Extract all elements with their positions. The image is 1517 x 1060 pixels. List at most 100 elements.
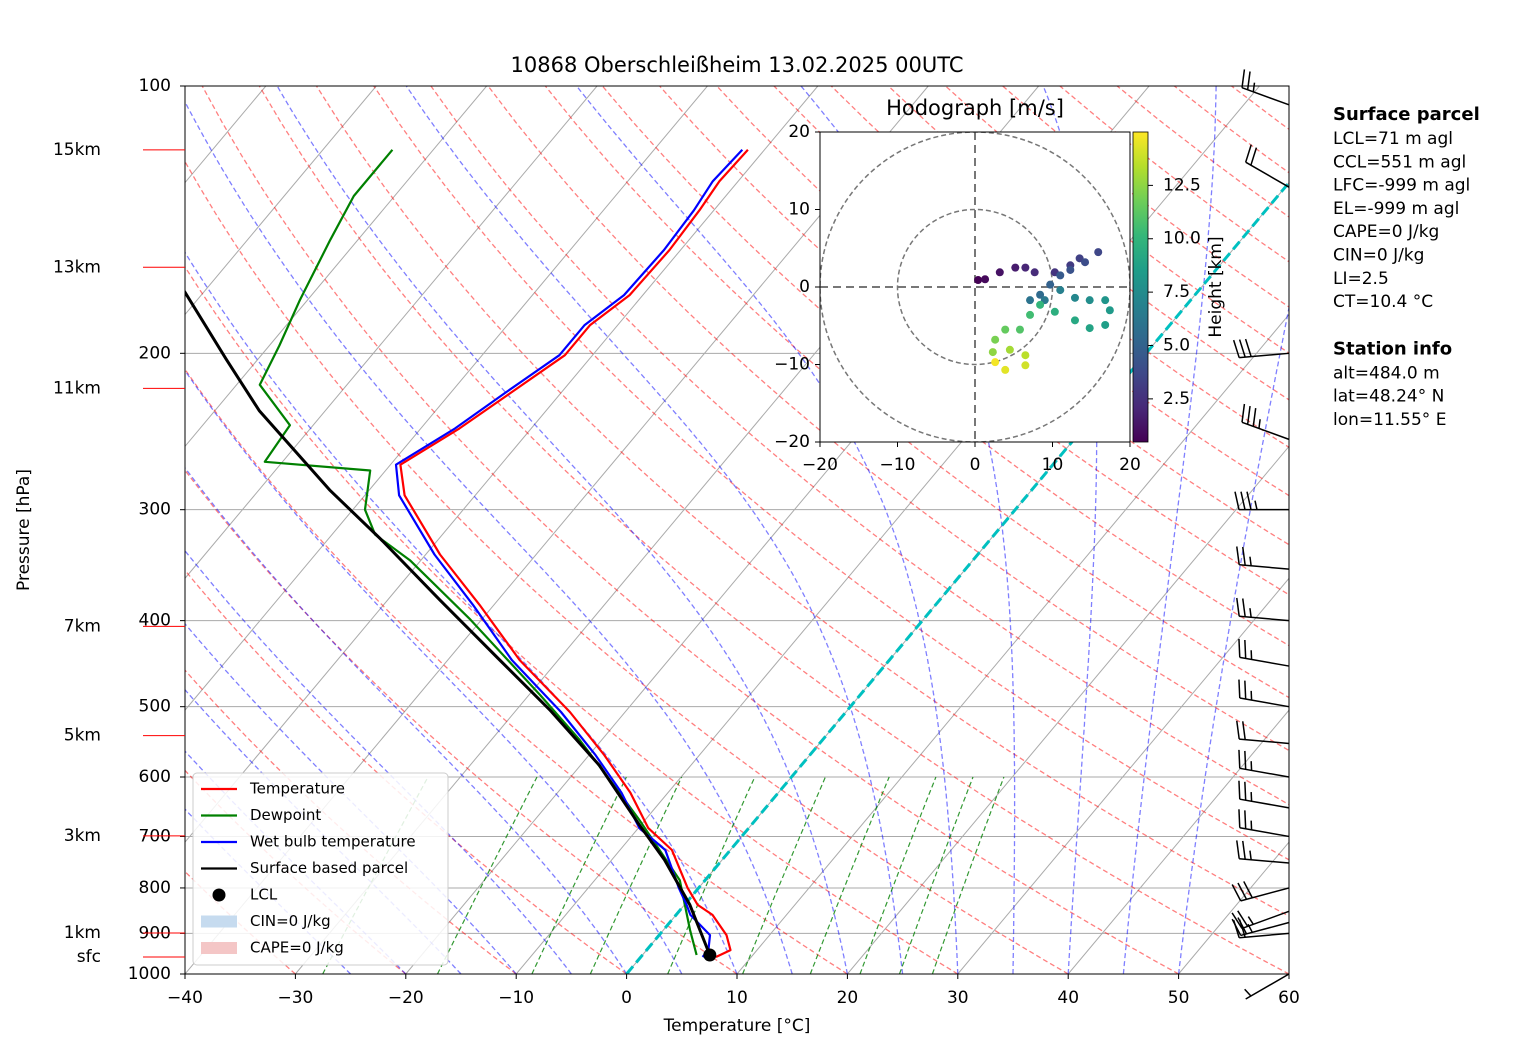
hodograph-point bbox=[1050, 307, 1059, 316]
hodograph-x-tick-label: 10 bbox=[1042, 455, 1064, 475]
info-line: CCL=551 m agl bbox=[1333, 152, 1466, 172]
dry-adiabat bbox=[185, 368, 848, 974]
barb-full bbox=[1244, 680, 1247, 700]
hodograph-x-tick-label: 20 bbox=[1119, 455, 1141, 475]
barb-full bbox=[1242, 546, 1246, 566]
mixing-ratio-line bbox=[898, 776, 974, 974]
barb-staff bbox=[1239, 352, 1290, 359]
info-line: LI=2.5 bbox=[1333, 269, 1389, 289]
dry-adiabat bbox=[258, 86, 1289, 974]
isotherm bbox=[185, 86, 488, 448]
moist-adiabat bbox=[185, 622, 517, 974]
barb-staff bbox=[1239, 827, 1290, 838]
hodograph-x-tick-label: 0 bbox=[970, 455, 981, 475]
barb-staff bbox=[1239, 656, 1290, 667]
isotherm bbox=[736, 313, 1289, 974]
legend-box bbox=[192, 772, 449, 966]
x-tick-label: 30 bbox=[947, 988, 969, 1008]
wind-barb bbox=[1234, 491, 1289, 511]
barb-half bbox=[1247, 923, 1253, 933]
isotherm bbox=[1067, 709, 1289, 974]
hodograph-point bbox=[1101, 296, 1110, 305]
mixing-ratio-line bbox=[931, 776, 1005, 974]
colorbar bbox=[1132, 131, 1149, 443]
barb-full bbox=[1236, 720, 1240, 740]
colorbar-tick-label: 12.5 bbox=[1163, 175, 1201, 195]
mixing-ratio-line bbox=[742, 776, 826, 974]
barb-full bbox=[1241, 403, 1246, 423]
barb-full bbox=[1236, 840, 1240, 859]
lcl-marker bbox=[703, 948, 717, 962]
hodograph-point bbox=[1056, 271, 1065, 280]
info-line: alt=484.0 m bbox=[1333, 363, 1440, 383]
hodograph-y-tick-label: 10 bbox=[788, 200, 810, 220]
barb-full bbox=[1252, 407, 1257, 427]
barb-full bbox=[1244, 781, 1247, 801]
hodograph-point bbox=[1021, 263, 1030, 272]
dry-adiabat bbox=[185, 569, 627, 974]
hodograph-point bbox=[1015, 325, 1024, 334]
y-tick-label: 500 bbox=[139, 697, 171, 717]
hodograph-point bbox=[1101, 320, 1110, 329]
hodograph-point bbox=[1066, 265, 1075, 274]
barb-half bbox=[1252, 82, 1256, 92]
hodograph-plot bbox=[820, 132, 1130, 442]
barb-half bbox=[1247, 916, 1254, 925]
x-tick-label: 40 bbox=[1057, 988, 1079, 1008]
wind-barb bbox=[1236, 597, 1290, 622]
mixing-ratio-line bbox=[809, 776, 890, 974]
info-line: lon=11.55° E bbox=[1333, 410, 1446, 430]
moist-adiabat bbox=[185, 549, 572, 974]
mixing-ratio-line bbox=[436, 776, 538, 974]
height-label: 1km bbox=[64, 923, 101, 943]
barb-full bbox=[1250, 147, 1258, 166]
barb-staff bbox=[1239, 798, 1290, 809]
barb-full bbox=[1242, 840, 1246, 860]
legend-label: Surface based parcel bbox=[250, 859, 408, 877]
height-label: 5km bbox=[64, 726, 101, 746]
barb-full bbox=[1238, 679, 1241, 699]
hodograph-point bbox=[1011, 263, 1020, 272]
hodograph-point bbox=[1026, 296, 1035, 305]
barb-full bbox=[1246, 71, 1251, 90]
barb-full bbox=[1237, 882, 1248, 900]
barb-staff bbox=[1245, 973, 1290, 1000]
wind-barb bbox=[1231, 910, 1290, 930]
x-tick-label: −30 bbox=[277, 988, 313, 1008]
dry-adiabat bbox=[185, 469, 738, 974]
y-tick-label: 400 bbox=[139, 611, 171, 631]
barb-staff bbox=[1245, 161, 1290, 188]
info-heading: Station info bbox=[1333, 338, 1452, 359]
hodograph-point bbox=[991, 358, 1000, 367]
hodograph-point bbox=[1026, 310, 1035, 319]
info-line: CIN=0 J/kg bbox=[1333, 246, 1424, 266]
profile-line bbox=[258, 149, 698, 956]
info-line: CAPE=0 J/kg bbox=[1333, 222, 1439, 242]
dry-adiabat bbox=[185, 265, 959, 974]
barb-staff bbox=[1239, 932, 1290, 939]
info-line: LCL=71 m agl bbox=[1333, 129, 1453, 149]
barb-staff bbox=[1239, 697, 1290, 708]
x-tick-label: 50 bbox=[1168, 988, 1190, 1008]
barb-half bbox=[1258, 419, 1261, 429]
barb-full bbox=[1238, 809, 1241, 828]
x-axis-label: Temperature [°C] bbox=[663, 1016, 811, 1036]
x-tick-label: −40 bbox=[167, 988, 203, 1008]
wind-barb bbox=[1244, 144, 1290, 188]
barb-full bbox=[1232, 339, 1240, 358]
hodograph-point bbox=[1070, 293, 1079, 302]
dry-adiabat bbox=[185, 160, 1069, 974]
info-panel: Surface parcel LCL=71 m agl CCL=551 m agl L… bbox=[1333, 104, 1480, 430]
wind-barb bbox=[1231, 881, 1290, 902]
barb-full bbox=[1238, 919, 1246, 938]
hodograph-point bbox=[1085, 296, 1094, 305]
legend-label: LCL bbox=[250, 886, 278, 904]
isotherm bbox=[185, 86, 377, 316]
moist-adiabat bbox=[185, 688, 462, 974]
barb-staff bbox=[1239, 857, 1290, 864]
hodograph-y-tick-label: −10 bbox=[774, 355, 810, 375]
x-tick-label: 60 bbox=[1278, 988, 1300, 1008]
barb-full bbox=[1238, 339, 1246, 358]
hodograph-point bbox=[981, 275, 990, 284]
info-line: lat=48.24° N bbox=[1333, 387, 1444, 407]
